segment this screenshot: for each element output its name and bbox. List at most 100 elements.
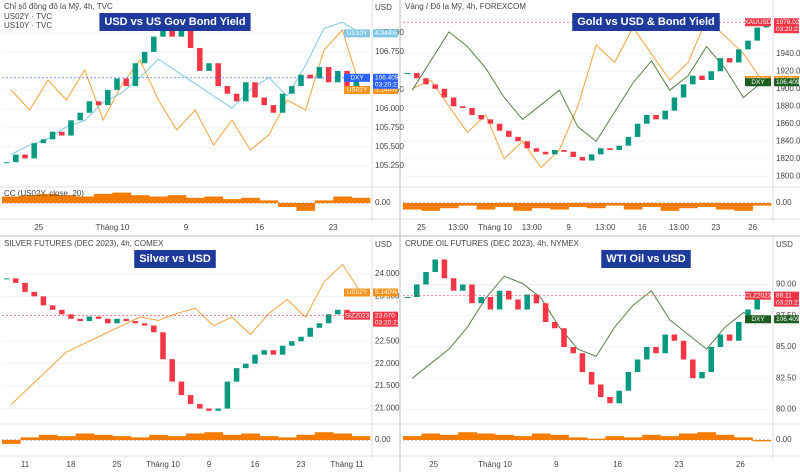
candle	[233, 93, 240, 102]
candle	[31, 143, 37, 159]
indicator-bar	[734, 203, 753, 211]
tag-name-box	[344, 86, 370, 94]
candle	[206, 63, 212, 71]
candle	[607, 397, 613, 404]
candle	[261, 97, 267, 106]
indicator-bar	[476, 433, 496, 440]
axis-unit: USD	[375, 3, 392, 12]
x-tick-label: 23	[297, 460, 306, 469]
candle	[307, 74, 313, 79]
indicator-bar	[20, 195, 40, 203]
heading-box	[572, 13, 720, 31]
candle	[197, 404, 203, 409]
indicator-bar	[568, 203, 588, 207]
indicator-bar	[605, 203, 625, 206]
candle	[95, 316, 102, 319]
tag-value-box	[373, 73, 398, 89]
x-tick-label: 25	[34, 223, 43, 232]
candle	[404, 73, 411, 74]
legend-entry: US02Y · TVC	[4, 12, 52, 21]
candle	[469, 284, 475, 304]
candle	[307, 327, 313, 337]
tag-name-box	[344, 73, 370, 82]
candle	[561, 150, 567, 152]
candle	[335, 309, 341, 315]
candle	[224, 381, 231, 409]
y-tick-label: 85.00	[776, 342, 797, 351]
candle	[77, 318, 83, 322]
indicator-bar	[38, 434, 58, 440]
candle	[206, 408, 212, 411]
indicator-bar	[314, 432, 334, 440]
candle	[579, 353, 586, 372]
tag-name-box	[344, 29, 370, 38]
indicator-bar	[642, 434, 661, 440]
candle	[478, 115, 484, 120]
indicator-bar	[259, 436, 279, 440]
candle	[298, 74, 304, 87]
candle	[478, 297, 484, 304]
candle	[423, 272, 429, 285]
tag-value: 89.11	[776, 292, 792, 299]
candle	[22, 282, 28, 292]
tag-value-box	[373, 288, 398, 297]
tag-value-box	[774, 18, 799, 34]
y-tick-label: 1800.00	[776, 171, 800, 180]
indicator-bar	[458, 432, 477, 440]
indicator-bar	[439, 434, 459, 440]
candle	[487, 119, 494, 124]
candle	[279, 93, 286, 113]
tag-value-box	[774, 291, 799, 307]
chart-panel: 80.0082.5085.0087.5090.00USD0.0025Tháng …	[401, 237, 800, 469]
tag-time: 03:20:21	[375, 319, 401, 326]
candle	[68, 120, 74, 136]
candle	[561, 328, 567, 347]
tag-value: 5.140%	[375, 289, 397, 296]
indicator-bar	[679, 203, 698, 209]
tag-value: 4.944%	[375, 30, 397, 37]
indicator-bar	[513, 203, 533, 211]
y-tick-label: 105.500	[375, 142, 404, 151]
y-tick-label: 22.000	[375, 359, 400, 368]
candle	[289, 341, 295, 346]
candle	[469, 108, 475, 115]
candle	[506, 130, 512, 137]
axis-unit: USD	[375, 240, 392, 249]
indicator-bar	[351, 197, 371, 203]
candle	[598, 384, 604, 397]
y-tick-label: 1840.00	[776, 136, 800, 145]
indicator-bar	[278, 203, 297, 207]
candle	[607, 148, 613, 150]
indicator-bar	[697, 432, 717, 440]
candle	[524, 294, 530, 310]
y-tick-label: 1940.00	[776, 49, 800, 58]
indicator-bar	[112, 192, 132, 203]
candle	[141, 323, 148, 326]
candle	[699, 75, 705, 80]
chart-panel: 105.250105.500105.750106.000106.250106.7…	[0, 0, 800, 237]
x-tick-label: 9	[554, 460, 559, 469]
y-tick-label: 21.000	[375, 404, 400, 413]
indicator-bar	[752, 440, 772, 442]
candle	[634, 359, 641, 372]
chart-title: Chỉ số đồng đô la Mỹ, 4h, TVC	[4, 2, 113, 11]
candle	[86, 316, 93, 322]
candle	[3, 278, 10, 280]
candle	[414, 73, 420, 79]
candle	[736, 49, 742, 63]
indicator-bar	[112, 436, 132, 440]
tag-value: 106.409	[375, 75, 399, 82]
heading: Gold vs USD & Bond Yield	[577, 16, 715, 28]
indicator-bar	[186, 433, 205, 440]
chart-panel: 21.00021.50022.00022.50023.50024.000USD0…	[0, 237, 401, 472]
x-tick-label: Tháng 10	[478, 460, 512, 469]
y-tick-label: 105.750	[375, 123, 404, 132]
y-tick-label: 22.500	[375, 336, 400, 345]
indicator-bar	[439, 203, 459, 209]
candle	[616, 390, 622, 404]
chart-title: SILVER FUTURES (DEC 2023), 4h, COMEX	[4, 239, 164, 248]
overlay-line	[411, 17, 763, 169]
tag-name-box	[745, 315, 771, 324]
x-tick-label: 18	[67, 460, 76, 469]
candle	[289, 86, 295, 94]
